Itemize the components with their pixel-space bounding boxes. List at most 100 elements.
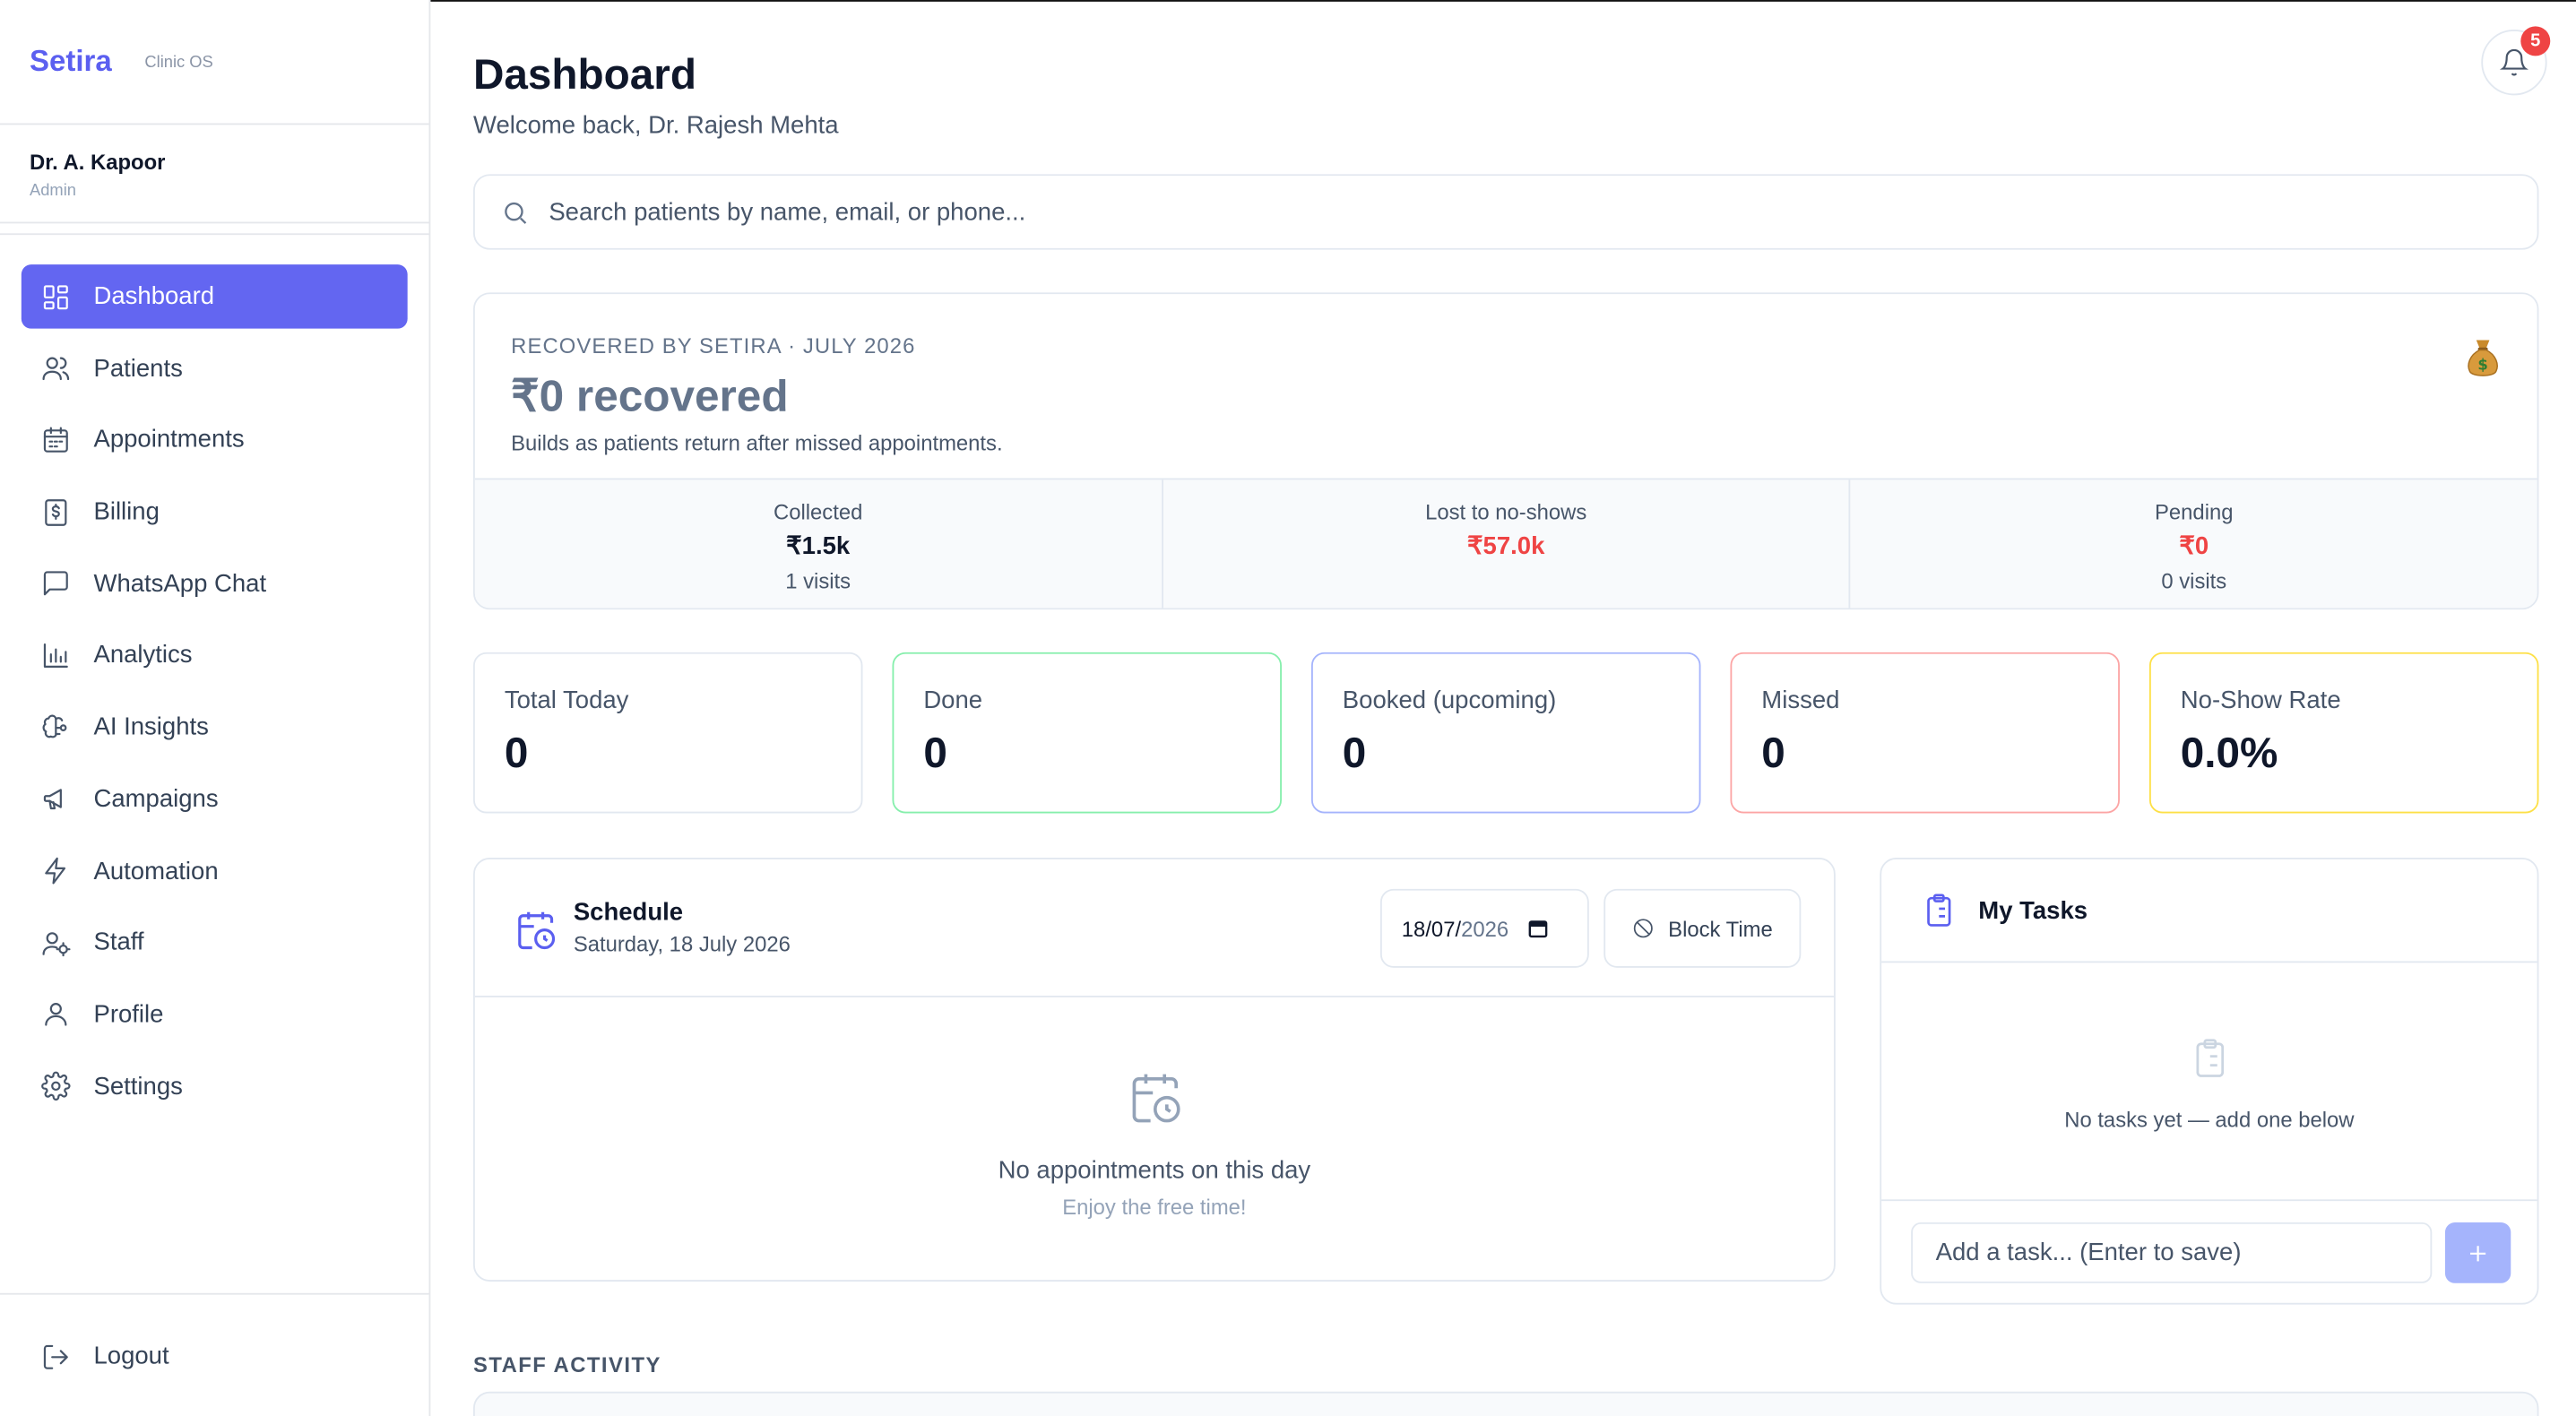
top-border	[407, 0, 2576, 2]
brand: Setira Clinic OS	[0, 0, 429, 125]
sidebar-item-label: Campaigns	[93, 784, 219, 814]
sidebar-item-campaigns[interactable]: Campaigns	[22, 767, 408, 831]
search-bar	[472, 174, 2539, 250]
divider	[0, 223, 429, 236]
stat-label: Pending	[2155, 499, 2234, 524]
sidebar-item-label: Profile	[93, 1000, 164, 1029]
lightning-icon	[45, 857, 66, 885]
main-nav: Dashboard Patients Appointments Billing …	[0, 235, 428, 1118]
svg-text:$: $	[2477, 356, 2487, 373]
user-icon	[45, 1003, 67, 1027]
block-time-button[interactable]: Block Time	[1604, 888, 1802, 968]
date-picker[interactable]: 18/07/2026	[1379, 888, 1589, 968]
add-task-input[interactable]	[1911, 1222, 2433, 1283]
stat-card-label: Booked (upcoming)	[1342, 686, 1557, 715]
stat-card-no-show-rate: No-Show Rate 0.0%	[2148, 652, 2539, 814]
notifications-button[interactable]: 5	[2481, 26, 2551, 96]
sidebar-item-staff[interactable]: Staff	[22, 911, 408, 974]
schedule-empty-state: No appointments on this day Enjoy the fr…	[475, 997, 1834, 1219]
stat-card-value: 0	[1342, 728, 1367, 778]
user-role: Admin	[29, 182, 76, 201]
calendar-clock-icon	[1131, 1074, 1180, 1123]
schedule-header: Schedule Saturday, 18 July 2026 18/07/20…	[474, 859, 1834, 997]
stat-card-value: 0.0%	[2180, 728, 2278, 778]
schedule-title: Schedule	[573, 898, 684, 927]
stat-card-label: Total Today	[504, 686, 629, 715]
ban-icon	[1634, 919, 1654, 938]
staff-activity-panel	[472, 1391, 2539, 1416]
sidebar-item-label: Patients	[93, 354, 183, 383]
sidebar-item-label: Billing	[93, 497, 160, 526]
notification-count-badge: 5	[2520, 26, 2551, 56]
stat-label: Lost to no-shows	[1425, 499, 1587, 524]
recovered-summary: RECOVERED BY SETIRA · JULY 2026 ₹0 recov…	[475, 294, 2537, 478]
recovered-stats: Collected ₹1.5k 1 visits Lost to no-show…	[474, 478, 2537, 609]
stat-card-value: 0	[923, 728, 947, 778]
sidebar-item-label: Appointments	[93, 426, 245, 454]
sidebar-item-automation[interactable]: Automation	[22, 839, 408, 902]
stat-card-total-today: Total Today 0	[472, 652, 863, 814]
staff-activity-heading: STAFF ACTIVITY	[472, 1351, 661, 1377]
sidebar-item-label: Automation	[93, 857, 219, 885]
staff-icon	[42, 931, 71, 956]
stat-lost-to-no-shows: Lost to no-shows ₹57.0k	[1163, 479, 1851, 609]
clipboard-icon	[1927, 894, 1951, 927]
sidebar-item-label: WhatsApp Chat	[93, 569, 267, 598]
logout-button[interactable]: Logout	[22, 1325, 408, 1388]
sidebar-item-profile[interactable]: Profile	[22, 982, 408, 1046]
tasks-panel: My Tasks No tasks yet — add one below	[1880, 857, 2539, 1305]
logout-section: Logout	[0, 1292, 429, 1396]
date-picker-day-month: 18/07/	[1401, 916, 1462, 941]
money-bag-icon: $	[2468, 340, 2498, 376]
sidebar-item-whatsapp-chat[interactable]: WhatsApp Chat	[22, 552, 408, 616]
sidebar-item-label: AI Insights	[93, 712, 209, 742]
tasks-empty-state: No tasks yet — add one below	[1881, 963, 2537, 1202]
sidebar-item-label: Dashboard	[93, 282, 215, 311]
block-time-label: Block Time	[1668, 916, 1773, 941]
schedule-date: Saturday, 18 July 2026	[573, 931, 791, 956]
sidebar-item-analytics[interactable]: Analytics	[22, 624, 408, 687]
recovered-note: Builds as patients return after missed a…	[511, 430, 1003, 455]
receipt-icon	[45, 498, 67, 526]
tasks-header: My Tasks	[1881, 859, 2537, 963]
date-picker-year: 2026	[1461, 916, 1509, 941]
recovered-eyebrow: RECOVERED BY SETIRA · JULY 2026	[511, 333, 916, 358]
sidebar-item-label: Settings	[93, 1072, 183, 1101]
add-task-button[interactable]	[2444, 1222, 2511, 1283]
stat-card-booked-upcoming: Booked (upcoming) 0	[1310, 652, 1701, 814]
page-title: Dashboard	[472, 48, 696, 99]
stat-sub: 0 visits	[2161, 568, 2227, 593]
user-name: Dr. A. Kapoor	[29, 149, 166, 175]
users-icon	[42, 357, 70, 381]
calendar-picker-icon[interactable]	[1528, 919, 1548, 938]
stat-card-label: No-Show Rate	[2180, 686, 2341, 715]
calendar-icon	[43, 427, 68, 453]
stat-card-value: 0	[504, 728, 529, 778]
stat-value: ₹1.5k	[786, 531, 851, 561]
clipboard-icon	[2195, 1039, 2224, 1077]
chat-icon	[43, 571, 68, 596]
sidebar-item-settings[interactable]: Settings	[22, 1054, 408, 1118]
empty-title: No appointments on this day	[998, 1156, 1311, 1185]
calendar-clock-icon	[518, 911, 556, 950]
logout-icon	[43, 1343, 68, 1369]
sidebar-item-patients[interactable]: Patients	[22, 336, 408, 400]
search-input[interactable]	[549, 197, 2439, 227]
stat-pending: Pending ₹0 0 visits	[1851, 479, 2537, 608]
megaphone-icon	[43, 789, 62, 810]
stat-value: ₹57.0k	[1467, 531, 1545, 561]
logout-label: Logout	[93, 1342, 169, 1370]
brand-name[interactable]: Setira	[29, 44, 112, 78]
stat-card-label: Missed	[1761, 686, 1840, 715]
sidebar-item-ai-insights[interactable]: AI Insights	[22, 695, 408, 759]
schedule-panel: Schedule Saturday, 18 July 2026 18/07/20…	[472, 857, 1836, 1282]
empty-subtitle: Enjoy the free time!	[1062, 1194, 1247, 1220]
sidebar-item-dashboard[interactable]: Dashboard	[21, 264, 408, 329]
stat-card-missed: Missed 0	[1730, 652, 2120, 814]
stat-sub: 1 visits	[785, 568, 851, 593]
sidebar-item-appointments[interactable]: Appointments	[22, 408, 408, 471]
stat-collected: Collected ₹1.5k 1 visits	[475, 479, 1163, 609]
bell-icon	[2499, 48, 2528, 76]
stat-card-label: Done	[923, 686, 983, 715]
sidebar-item-billing[interactable]: Billing	[22, 479, 408, 543]
